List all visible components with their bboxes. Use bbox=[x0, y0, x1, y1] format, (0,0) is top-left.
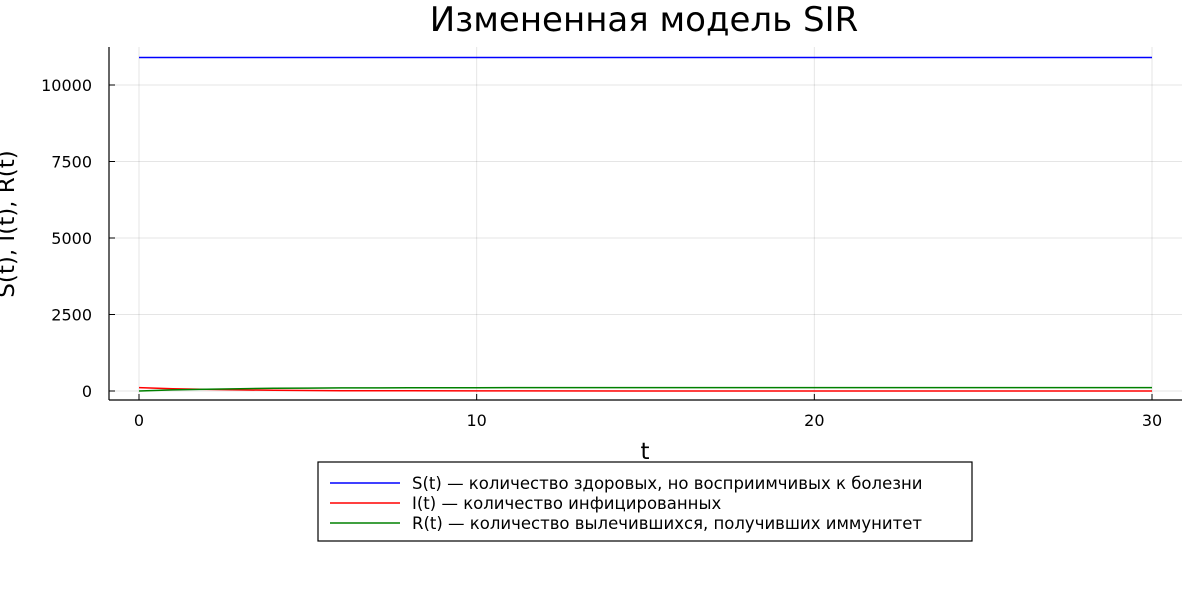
x-tick-label: 30 bbox=[1142, 411, 1162, 430]
x-tick-label: 10 bbox=[466, 411, 486, 430]
y-tick-label: 2500 bbox=[51, 306, 92, 325]
grid-lines bbox=[109, 47, 1182, 400]
y-tick-label: 10000 bbox=[41, 76, 92, 95]
x-tick-label: 20 bbox=[804, 411, 824, 430]
legend-label-2: I(t) — количество инфицированных bbox=[412, 494, 721, 513]
tick-labels: 0 10 20 30 0 2500 5000 7500 10000 bbox=[41, 76, 1162, 430]
axes bbox=[108, 47, 1182, 401]
legend-box bbox=[317, 461, 973, 542]
legend: S(t) — количество здоровых, но восприимч… bbox=[317, 461, 973, 542]
chart-title: Измененная модель SIR bbox=[430, 0, 858, 40]
y-tick-label: 5000 bbox=[51, 229, 92, 248]
legend-label-3: R(t) — количество вылечившихся, получивш… bbox=[412, 514, 922, 533]
y-tick-label: 7500 bbox=[51, 153, 92, 172]
x-tick-label: 0 bbox=[134, 411, 144, 430]
y-tick-label: 0 bbox=[82, 382, 92, 401]
x-axis-title: t bbox=[640, 439, 649, 465]
series-line-3 bbox=[138, 386, 1152, 392]
legend-label-1: S(t) — количество здоровых, но восприимч… bbox=[412, 474, 923, 493]
y-axis-title: S(t), I(t), R(t) bbox=[0, 150, 20, 298]
series-lines bbox=[138, 56, 1152, 392]
